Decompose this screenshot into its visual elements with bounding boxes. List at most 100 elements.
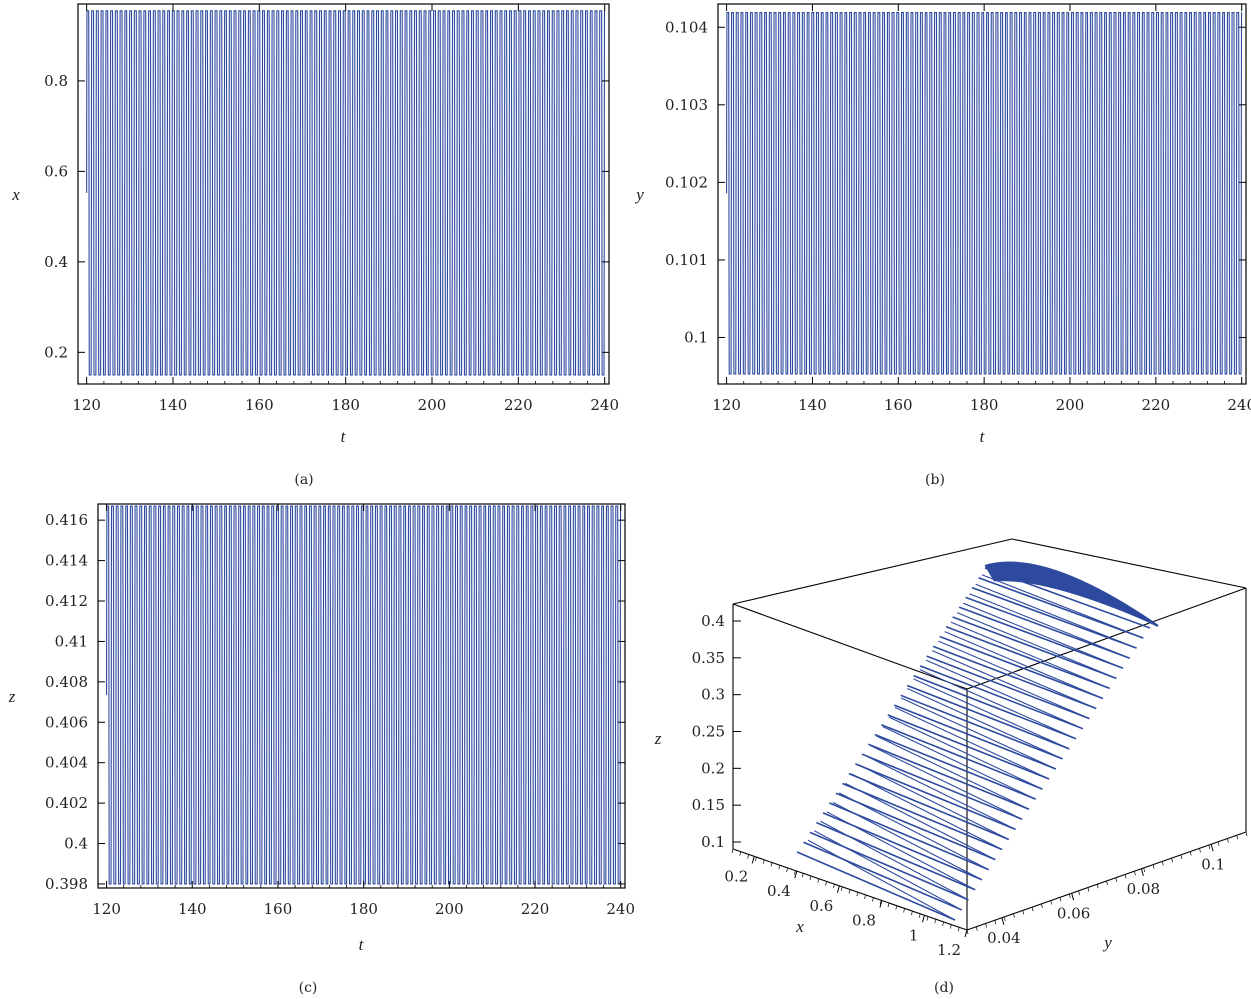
x-tick-label: 140	[178, 900, 207, 918]
y-tick-label: 0.416	[45, 511, 88, 529]
panel-b: 120 140 160 180 200 220 240 0.1 0.101 0.102 0.103…	[634, 3, 1251, 488]
x-tick: 0.8	[852, 900, 883, 930]
x-tick: 0.2	[724, 856, 755, 885]
trajectory-return	[863, 754, 1016, 830]
y-tick-label: 0.102	[665, 173, 708, 191]
trajectory-return	[851, 773, 1003, 851]
x-tick: 180	[349, 504, 378, 918]
y-tick-label: 0.08	[1127, 880, 1160, 898]
trajectory-return	[900, 697, 1057, 770]
y-tick: 0.101	[665, 251, 1246, 269]
x-minor-tick	[879, 900, 882, 905]
trajectory-return	[907, 688, 1063, 760]
z-tick-label: 0.15	[692, 796, 725, 814]
panel-c-plot-frame	[97, 503, 626, 889]
y-minor-tick	[1115, 877, 1118, 882]
y-tick-label: 0.398	[45, 875, 88, 893]
trajectory-return	[882, 725, 1036, 800]
x-tick-label: 220	[504, 396, 533, 414]
y-tick-label: 0.4	[44, 253, 68, 271]
trajectory-return	[969, 593, 1131, 659]
x-minor-tick	[926, 916, 929, 921]
y-minor-tick	[1134, 871, 1136, 876]
panel-d-x-ticks: 0.2 0.4 0.6 0.8 1 1.2	[724, 848, 968, 959]
trajectory-segment	[913, 674, 1077, 740]
y-minor-tick	[1068, 893, 1071, 899]
y-tick: 0.8	[44, 72, 609, 90]
x-tick-label: 240	[590, 396, 619, 414]
trajectory-return	[932, 650, 1090, 720]
x-tick: 140	[159, 4, 187, 414]
y-tick-label: 0.103	[665, 96, 708, 114]
x-tick: 120	[712, 4, 741, 414]
x-tick-label: 220	[521, 900, 550, 918]
z-tick-label: 0.4	[701, 612, 725, 630]
panel-a: 120 140 160 180 200 220 240 0.2 0.4 0.6 0.8 t x (…	[11, 3, 619, 488]
panel-a-y-ticks: 0.2 0.4 0.6 0.8	[44, 72, 609, 361]
z-tick: 0.2	[701, 759, 741, 777]
x-tick: 160	[245, 4, 274, 414]
y-tick: 0.4	[44, 253, 609, 271]
y-minor-tick	[966, 929, 969, 935]
y-tick: 0.416	[45, 511, 625, 529]
x-tick-label: 240	[606, 900, 635, 918]
x-tick-label: 160	[884, 396, 913, 414]
x-tick: 140	[178, 504, 207, 918]
y-minor-tick	[1180, 854, 1183, 859]
x-minor-tick	[848, 889, 851, 894]
panel-c-label: (c)	[299, 980, 318, 996]
y-tick: 0.412	[45, 592, 625, 610]
y-tick: 0.04	[987, 917, 1021, 947]
trajectory-return	[869, 744, 1023, 820]
y-tick-label: 0.406	[45, 713, 88, 731]
x-minor-tick	[794, 870, 796, 875]
y-tick: 0.402	[45, 794, 625, 812]
x-minor-tick	[762, 859, 765, 864]
z-tick-label: 0.35	[692, 649, 725, 667]
y-minor-tick	[1031, 907, 1034, 912]
y-tick: 0.41	[55, 632, 625, 650]
x-tick-label: 180	[970, 396, 999, 414]
z-tick: 0.15	[692, 796, 741, 814]
y-tick-label: 0.04	[987, 929, 1020, 947]
panel-d-z-axis-label: z	[654, 729, 662, 748]
x-minor-tick	[957, 927, 960, 932]
panel-d-y-ticks: 0.04 0.06 0.08 0.1	[966, 831, 1248, 947]
y-tick: 0.102	[665, 173, 1246, 191]
trajectory-segment	[842, 782, 1003, 851]
z-tick: 0.4	[701, 612, 741, 630]
x-tick: 240	[606, 504, 635, 918]
x-tick: 160	[264, 504, 292, 918]
x-tick: 1	[909, 915, 925, 944]
y-minor-tick	[1106, 880, 1108, 886]
trajectory-segment	[919, 665, 1084, 730]
x-tick: 240	[590, 4, 619, 414]
x-minor-tick	[903, 908, 905, 913]
x-tick-label: 200	[435, 900, 464, 918]
panel-b-series-line	[726, 11, 1243, 375]
x-tick: 200	[1056, 4, 1084, 414]
y-tick-label: 0.414	[45, 552, 88, 570]
trajectory-segment	[803, 841, 963, 911]
x-minor-tick	[778, 865, 781, 870]
panel-b-plot-frame	[717, 3, 1247, 385]
panel-b-x-axis-label: t	[980, 427, 986, 446]
y-tick: 0.398	[45, 875, 625, 893]
trajectory-return	[956, 612, 1117, 679]
trajectory-segment	[932, 645, 1097, 710]
x-minor-tick	[747, 854, 749, 859]
x-tick-label: 0.6	[810, 897, 834, 915]
y-tick-label: 0.402	[45, 794, 88, 812]
y-tick: 0.1	[1201, 844, 1225, 873]
y-tick: 0.2	[44, 343, 609, 361]
panel-c-series-line	[106, 505, 622, 885]
panel-c-y-axis-label: z	[8, 687, 16, 706]
y-minor-tick	[1199, 848, 1201, 853]
y-minor-tick	[1152, 864, 1155, 869]
x-tick: 1.2	[937, 929, 968, 959]
z-tick: 0.25	[692, 723, 741, 741]
x-tick: 180	[331, 4, 360, 414]
y-tick: 0.08	[1127, 868, 1160, 898]
y-tick-label: 0.8	[44, 72, 68, 90]
y-minor-tick	[1078, 890, 1080, 895]
